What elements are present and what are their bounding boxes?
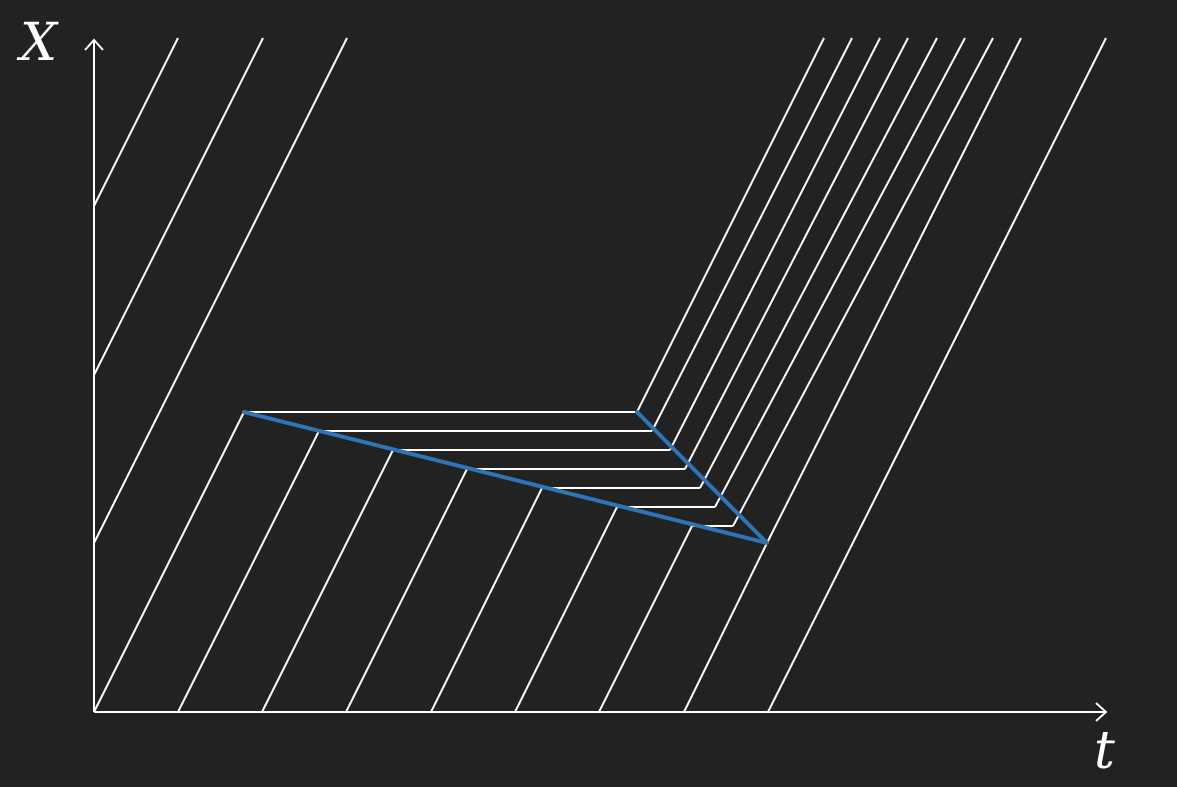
world-line xyxy=(767,37,1107,713)
world-line xyxy=(683,542,768,713)
world-line xyxy=(430,487,543,713)
world-line xyxy=(261,449,394,713)
y-axis-arrowhead xyxy=(84,38,104,51)
y-axis-label: X xyxy=(16,13,59,73)
world-line xyxy=(93,37,179,207)
world-line xyxy=(636,37,825,413)
world-line xyxy=(699,37,938,489)
world-lines xyxy=(93,37,1107,713)
world-line xyxy=(514,506,618,713)
world-line xyxy=(669,37,881,451)
world-line xyxy=(684,37,909,470)
world-line xyxy=(93,411,245,713)
world-line xyxy=(714,37,966,508)
boundary-lower-edge xyxy=(242,410,769,545)
axes xyxy=(84,38,1108,722)
world-line xyxy=(732,37,994,527)
world-line xyxy=(766,37,1022,544)
boundary-right-edge xyxy=(635,410,769,545)
world-line xyxy=(598,525,693,713)
world-line xyxy=(345,468,468,713)
x-axis-arrowhead xyxy=(1095,702,1108,722)
highlight-boundary xyxy=(242,410,769,545)
world-line xyxy=(651,37,853,432)
world-line xyxy=(177,430,320,713)
x-axis-label: t xyxy=(1094,721,1115,781)
world-line xyxy=(93,37,264,376)
world-line xyxy=(93,37,348,544)
